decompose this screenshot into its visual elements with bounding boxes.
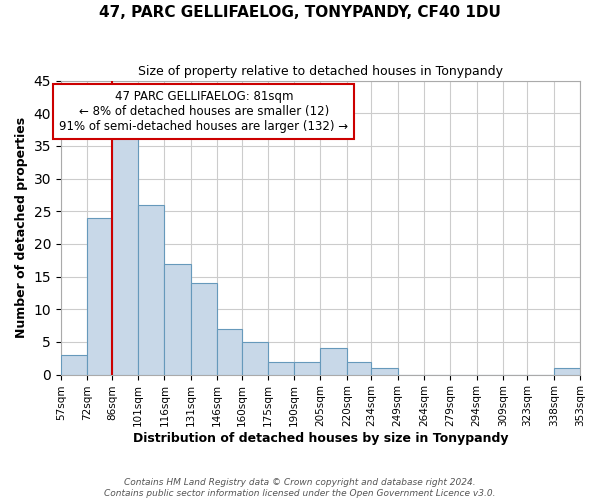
Bar [320,348,347,374]
Bar [61,355,87,374]
Text: Contains HM Land Registry data © Crown copyright and database right 2024.
Contai: Contains HM Land Registry data © Crown c… [104,478,496,498]
Bar [371,368,398,374]
Text: 47 PARC GELLIFAELOG: 81sqm
← 8% of detached houses are smaller (12)
91% of semi-: 47 PARC GELLIFAELOG: 81sqm ← 8% of detac… [59,90,349,134]
Bar [268,362,294,374]
Bar [294,362,320,374]
Bar [242,342,268,374]
Bar [191,283,217,374]
Bar [347,362,371,374]
Bar [554,368,580,374]
Bar [164,264,191,374]
Bar [217,329,242,374]
Text: 47, PARC GELLIFAELOG, TONYPANDY, CF40 1DU: 47, PARC GELLIFAELOG, TONYPANDY, CF40 1D… [99,5,501,20]
X-axis label: Distribution of detached houses by size in Tonypandy: Distribution of detached houses by size … [133,432,508,445]
Bar [138,204,164,374]
Bar [112,133,138,374]
Title: Size of property relative to detached houses in Tonypandy: Size of property relative to detached ho… [138,65,503,78]
Y-axis label: Number of detached properties: Number of detached properties [15,117,28,338]
Bar [87,218,112,374]
